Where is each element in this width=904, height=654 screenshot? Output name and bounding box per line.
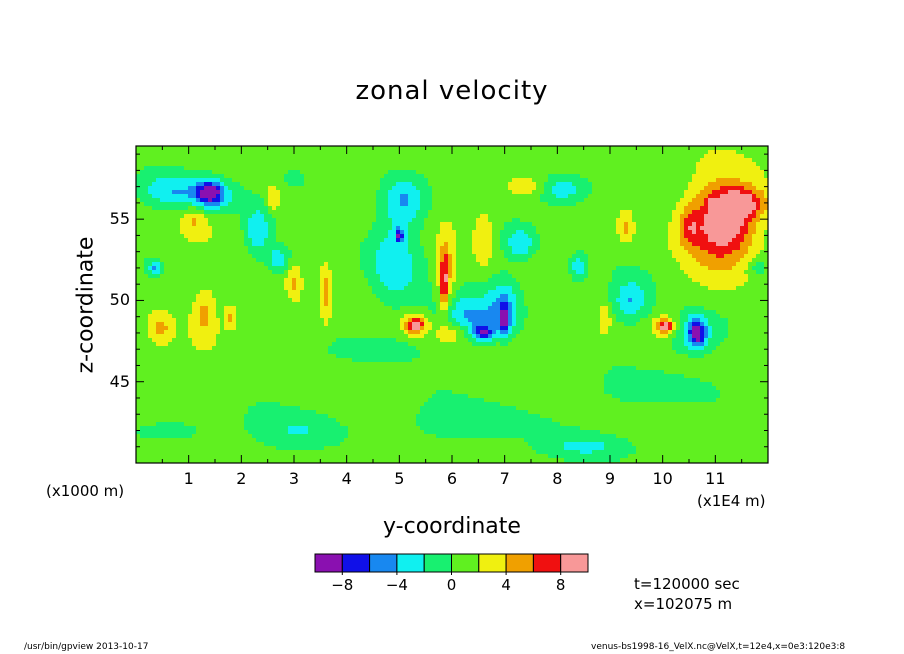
x-tick-label: 10 [652,469,673,488]
colorbar-swatch [451,553,480,573]
colorbar-swatch [532,553,562,573]
colorbar-tick-label: −4 [385,576,408,594]
colorbar-tick-label: 8 [555,576,566,594]
y-tick-label: 45 [109,371,130,391]
colorbar-swatch [396,553,425,573]
x-tick-label: 4 [341,469,352,488]
heatmap-field [136,146,769,464]
chart-title: zonal velocity [355,76,549,106]
colorbar-tick-label: 0 [446,576,457,594]
colorbar-swatch [505,553,534,573]
x-tick-label: 9 [604,469,616,488]
y-tick-label: 50 [109,290,130,310]
x-tick-label: 6 [446,469,458,488]
y-tick-label: 55 [109,209,130,229]
colorbar-swatch [478,553,507,573]
colorbar-tick-label: 4 [501,576,511,594]
plot-frame [135,145,769,464]
x-tick-label: 3 [288,469,300,488]
colorbar-tick-label: −8 [331,576,354,594]
colorbar-swatch [314,553,343,573]
x-tick-label: 7 [499,469,510,488]
x-tick-label: 8 [552,469,563,488]
colorbar [314,553,589,575]
colorbar-swatch [560,553,589,573]
y-axis-unit-note: (x1000 m) [46,482,125,500]
footer-file-info: venus-bs1998-16_VelX.nc@VelX,t=12e4,x=0e… [591,642,846,652]
x-tick-label: 1 [183,469,194,488]
colorbar-swatch [423,553,453,573]
x-axis-unit-note: (x1E4 m) [697,492,766,510]
x-tick-label: 2 [236,469,247,488]
x-axis-label: y-coordinate [383,514,521,539]
position-annotation: x=102075 m [634,595,733,613]
colorbar-swatch [341,553,371,573]
x-tick-label: 5 [394,469,405,488]
time-annotation: t=120000 sec [634,575,740,593]
footer-program-info: /usr/bin/gpview 2013-10-17 [24,642,149,652]
colorbar-swatch [369,553,398,573]
x-tick-label: 11 [705,469,726,488]
